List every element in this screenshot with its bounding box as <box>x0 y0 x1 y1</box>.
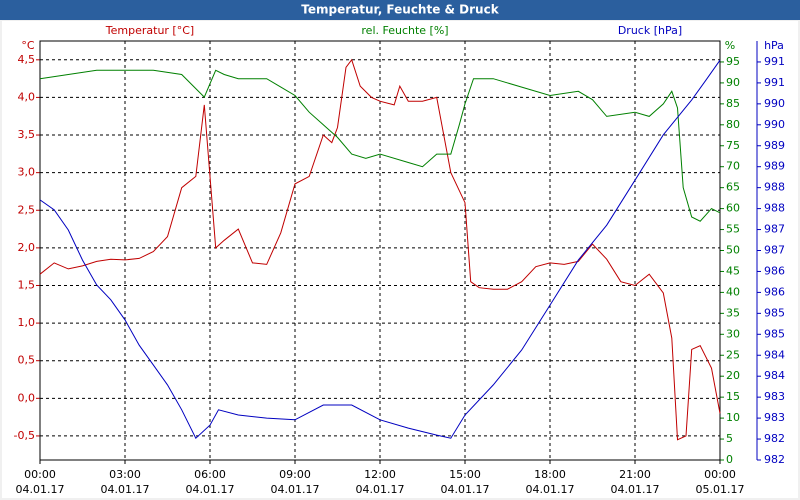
x-tick-date: 04.01.17 <box>16 483 65 496</box>
y-tick-label: -0,5 <box>14 429 35 442</box>
y2-tick-label: 35 <box>726 306 740 319</box>
y3-tick-label: 990 <box>764 118 785 131</box>
y2-tick-label: 15 <box>726 390 740 403</box>
y-tick-label: 1,0 <box>18 316 36 329</box>
y3-tick-label: 985 <box>764 327 785 340</box>
y2-tick-label: 65 <box>726 181 740 194</box>
x-tick-date: 05.01.17 <box>696 483 745 496</box>
y-tick-label: 0,0 <box>18 391 36 404</box>
chart-title: Temperatur, Feuchte & Druck <box>301 3 499 17</box>
y3-tick-label: 983 <box>764 390 785 403</box>
x-tick-date: 04.01.17 <box>356 483 405 496</box>
y-tick-label: 2,5 <box>18 203 36 216</box>
y2-tick-label: 10 <box>726 411 740 424</box>
y-tick-label: 4,0 <box>18 90 36 103</box>
y3-tick-label: 982 <box>764 432 785 445</box>
y2-tick-label: 90 <box>726 76 740 89</box>
x-tick-label: 18:00 <box>534 468 566 481</box>
y2-tick-label: 75 <box>726 139 740 152</box>
y3-axis-title: hPa <box>764 39 784 52</box>
y2-tick-label: 20 <box>726 369 740 382</box>
plot-border <box>39 40 721 461</box>
y3-tick-label: 985 <box>764 306 785 319</box>
x-tick-date: 04.01.17 <box>611 483 660 496</box>
x-tick-label: 03:00 <box>109 468 141 481</box>
x-tick-label: 00:00 <box>24 468 56 481</box>
y-tick-label: 3,5 <box>18 128 36 141</box>
y3-tick-label: 991 <box>764 76 785 89</box>
x-tick-date: 04.01.17 <box>186 483 235 496</box>
y2-tick-label: 0 <box>726 453 733 466</box>
title-bar <box>0 0 800 20</box>
legend-label: Druck [hPa] <box>618 24 682 37</box>
y3-tick-label: 982 <box>764 453 785 466</box>
y3-tick-label: 983 <box>764 411 785 424</box>
y3-tick-label: 984 <box>764 348 785 361</box>
y2-tick-label: 50 <box>726 244 740 257</box>
y2-tick-label: 95 <box>726 55 740 68</box>
x-tick-label: 15:00 <box>449 468 481 481</box>
x-tick-label: 09:00 <box>279 468 311 481</box>
y-axis-title: °C <box>21 39 35 52</box>
x-tick-date: 04.01.17 <box>441 483 490 496</box>
x-tick-label: 21:00 <box>619 468 651 481</box>
y2-tick-label: 30 <box>726 327 740 340</box>
y-tick-label: 0,5 <box>18 354 36 367</box>
line-series <box>39 58 721 441</box>
y2-tick-label: 5 <box>726 432 733 445</box>
legend-label: Temperatur [°C] <box>105 24 194 37</box>
x-tick-label: 00:00 <box>704 468 736 481</box>
y3-tick-label: 986 <box>764 285 785 298</box>
y2-tick-label: 45 <box>726 264 740 277</box>
y-tick-label: 1,5 <box>18 278 36 291</box>
x-tick-label: 12:00 <box>364 468 396 481</box>
y3-tick-label: 988 <box>764 181 785 194</box>
y2-tick-label: 85 <box>726 97 740 110</box>
y3-tick-label: 989 <box>764 160 785 173</box>
y2-tick-label: 60 <box>726 202 740 215</box>
y3-tick-label: 984 <box>764 369 785 382</box>
y2-axis-title: % <box>725 39 735 52</box>
x-tick-date: 04.01.17 <box>271 483 320 496</box>
y3-tick-label: 987 <box>764 244 785 257</box>
y3-tick-label: 986 <box>764 264 785 277</box>
y3-tick-label: 988 <box>764 202 785 215</box>
y2-tick-label: 70 <box>726 160 740 173</box>
y3-tick-label: 987 <box>764 223 785 236</box>
line-series <box>39 69 721 222</box>
line-series <box>39 59 721 440</box>
x-tick-date: 04.01.17 <box>101 483 150 496</box>
legend-label: rel. Feuchte [%] <box>361 24 448 37</box>
y2-tick-label: 25 <box>726 348 740 361</box>
y3-tick-label: 989 <box>764 139 785 152</box>
y-tick-label: 4,5 <box>18 53 36 66</box>
y-tick-label: 2,0 <box>18 241 36 254</box>
x-tick-label: 06:00 <box>194 468 226 481</box>
y2-tick-label: 55 <box>726 223 740 236</box>
y3-tick-label: 991 <box>764 55 785 68</box>
y2-tick-label: 80 <box>726 118 740 131</box>
y3-tick-label: 990 <box>764 97 785 110</box>
x-tick-date: 04.01.17 <box>526 483 575 496</box>
y-tick-label: 3,0 <box>18 166 36 179</box>
y2-tick-label: 40 <box>726 285 740 298</box>
